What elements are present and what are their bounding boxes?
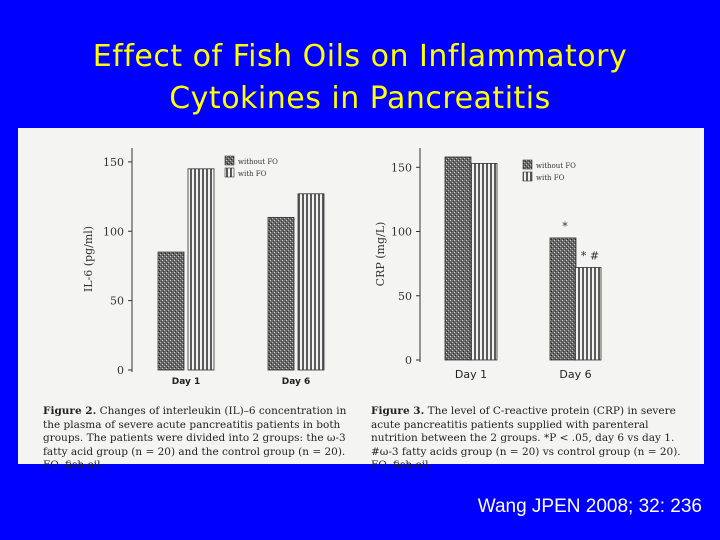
chart1-category-label: Day 1: [172, 377, 201, 387]
chart2-bar-annotation: *: [562, 220, 568, 233]
chart2-legend-label: without FO: [536, 162, 576, 170]
chart1-legend-swatch: [224, 167, 235, 178]
slide-title-line-1: Effect of Fish Oils on Inflammatory: [92, 39, 628, 74]
chart2-legend-label: with FO: [536, 174, 565, 182]
figure-2-text: Changes of interleukin (IL)–6 concentrat…: [43, 405, 347, 471]
chart2-bar-annotation: * #: [581, 249, 599, 262]
chart2-bar-without-fo: [549, 237, 577, 361]
chart2-y-tick-label: 100: [391, 226, 412, 239]
chart2-category-label: Day 6: [559, 368, 591, 381]
slide-title: Effect of Fish Oils on Inflammatory Cyto…: [0, 36, 720, 120]
chart2-bar-without-fo: [444, 156, 472, 361]
chart1-legend-label: without FO: [238, 158, 278, 166]
chart1-bar-without-fo: [157, 251, 185, 371]
chart1-bar-without-fo: [267, 216, 295, 371]
figure-3-text: The level of C-reactive protein (CRP) in…: [371, 405, 681, 471]
chart1-y-tick-label: 150: [103, 156, 124, 169]
chart1-y-tick-label: 50: [110, 295, 124, 308]
slide-title-line-2: Cytokines in Pancreatitis: [169, 81, 551, 116]
figure-2-caption: Figure 2. Changes of interleukin (IL)–6 …: [43, 405, 363, 473]
chart1-category-label: Day 6: [282, 377, 311, 387]
chart2-y-tick-label: 150: [391, 161, 412, 174]
figure-panel: 0 50 100 150 IL-6 (pg/ml) Day 1 Day 6 without F…: [18, 128, 704, 471]
chart1-y-tick-label: 100: [103, 225, 124, 238]
charts-svg: 0 50 100 150 IL-6 (pg/ml) Day 1 Day 6 without F…: [82, 148, 602, 387]
chart2-legend-swatch: [522, 159, 533, 170]
figure-3-caption: Figure 3. The level of C-reactive protei…: [371, 405, 696, 473]
chart1-bar-with-fo: [297, 193, 325, 371]
chart1-bar-with-fo: [187, 168, 215, 371]
chart1-legend-label: with FO: [238, 170, 267, 178]
chart2-legend-swatch: [522, 171, 533, 182]
chart2-bar-with-fo: [574, 267, 602, 361]
chart1-legend-swatch: [224, 155, 235, 166]
chart1-y-tick-label: 0: [117, 364, 124, 377]
chart2-y-tick-label: 50: [398, 290, 412, 303]
citation: Wang JPEN 2008; 32: 236: [477, 496, 702, 517]
chart2-category-label: Day 1: [455, 368, 487, 381]
chart2-bar-with-fo: [470, 163, 498, 361]
chart1-y-axis-label: IL-6 (pg/ml): [82, 226, 95, 292]
figure-3-label: Figure 3.: [371, 405, 425, 417]
chart2-y-axis-label: CRP (mg/L): [374, 222, 387, 287]
figure-2-label: Figure 2.: [43, 405, 97, 417]
chart2-y-tick-label: 0: [405, 354, 412, 367]
